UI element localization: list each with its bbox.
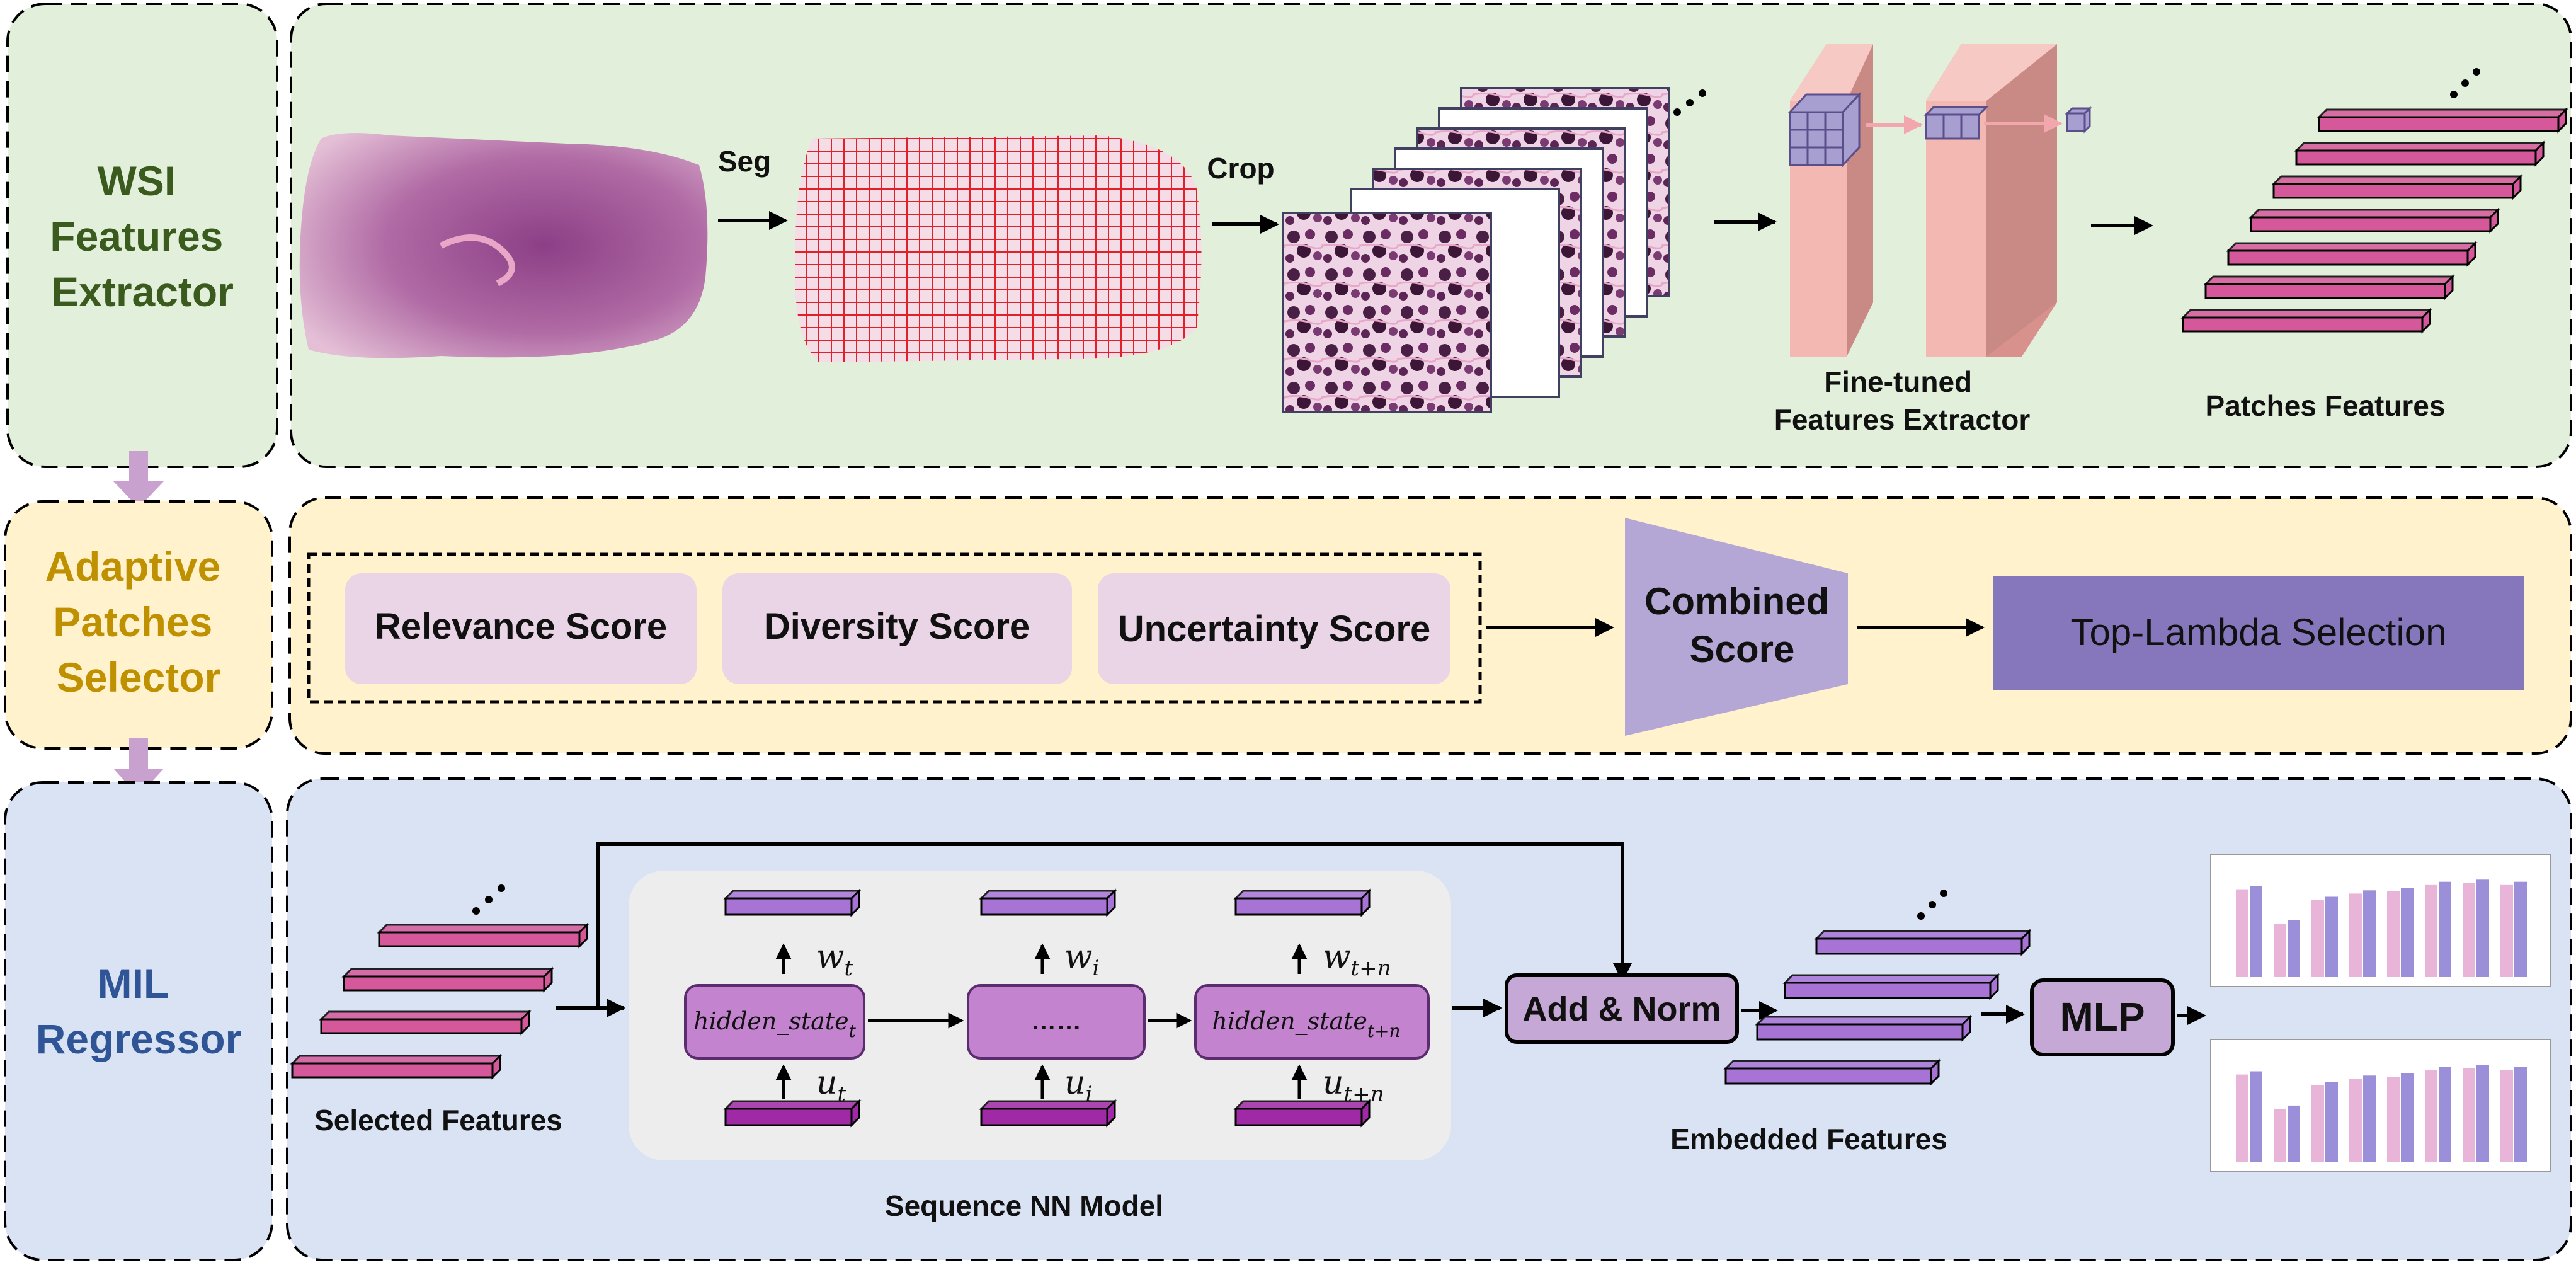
relevance-score-box xyxy=(345,573,697,684)
crop-label: Crop xyxy=(1207,152,1274,185)
patch-feature-bar xyxy=(2294,140,2546,167)
combined-score-shape xyxy=(1625,518,1848,736)
uncertainty-score-box xyxy=(1098,573,1450,684)
hidden-state-tn-box xyxy=(1194,984,1430,1060)
top-lambda-box xyxy=(1993,576,2524,690)
selected-feature-bar xyxy=(341,966,554,993)
w-u-arrows xyxy=(775,943,1308,1099)
hidden-state-t-box xyxy=(684,984,865,1060)
extractor-block-2 xyxy=(1926,44,2057,357)
u-t-label: ut xyxy=(816,1064,846,1107)
seg-label: Seg xyxy=(718,145,771,178)
patch-feature-bars xyxy=(2180,107,2568,334)
patch-feature-bar xyxy=(2271,174,2523,200)
scores-group-frame xyxy=(307,552,1482,704)
sequence-output-bars xyxy=(723,888,1372,917)
top-lambda-label: Top-Lambda Selection xyxy=(2070,611,2446,653)
patch-feature-bar xyxy=(2317,107,2568,134)
segmented-wsi xyxy=(794,135,1202,362)
wsi-slide-image xyxy=(299,133,708,358)
row-adaptive-selector: Adaptive Patches Selector Relevance Scor… xyxy=(4,496,2572,755)
sel-ellipsis-dots xyxy=(472,884,505,915)
residual-skip-arrow xyxy=(596,842,1632,1008)
sequence-input-bars xyxy=(723,1099,1372,1128)
patch-feature-bar xyxy=(2248,207,2500,234)
wsi-label: WSI Features Extractor xyxy=(50,157,234,315)
u-i-label: ui xyxy=(1064,1064,1092,1107)
add-norm-label: Add & Norm xyxy=(1523,990,1721,1028)
embedded-feature-bar xyxy=(1723,1058,1941,1086)
selected-feature-bar xyxy=(377,922,590,949)
selected-feature-bar xyxy=(319,1009,532,1036)
result-chart-2 xyxy=(2210,1039,2551,1172)
selected-feature-bar xyxy=(290,1053,503,1080)
combined-score-label: Combined Score xyxy=(1644,580,1840,670)
embedded-feature-bar xyxy=(1782,973,2000,1000)
mlp-box xyxy=(2030,978,2175,1056)
sequence-input-bar xyxy=(979,1099,1117,1128)
sequence-output-bar xyxy=(723,888,862,917)
hidden-state-mid-box xyxy=(967,984,1146,1060)
extractor-caption: Fine-tuned Features Extractor xyxy=(1774,365,2031,436)
sequence-input-bar xyxy=(1233,1099,1372,1128)
feature-cube-2 xyxy=(1923,106,1989,140)
relevance-score-label: Relevance Score xyxy=(375,606,667,647)
row-mil-regressor: MIL Regressor Selected Features hidden_s… xyxy=(4,777,2572,1261)
feature-cube-3 xyxy=(2065,106,2092,134)
w-tn-label: wt+n xyxy=(1323,938,1391,981)
diversity-score-box xyxy=(722,573,1072,684)
patch-stack xyxy=(1282,87,1670,413)
pf-ellipsis-dots xyxy=(2450,68,2480,98)
embedded-feature-bars xyxy=(1723,929,2032,1086)
patch-feature-bar xyxy=(2180,307,2432,334)
patch-feature-bar xyxy=(2226,241,2478,267)
uncertainty-score-label: Uncertainty Score xyxy=(1118,609,1430,650)
sequence-input-bar xyxy=(723,1099,862,1128)
hidden-state-t-label: hidden_statet xyxy=(693,1007,856,1041)
emb-ellipsis-dots xyxy=(1917,890,1947,920)
hidden-state-mid-label: …… xyxy=(1031,1007,1081,1035)
hidden-state-tn-label: hidden_statet+n xyxy=(1212,1007,1400,1041)
w-i-label: wi xyxy=(1064,938,1099,981)
selector-label-panel xyxy=(4,500,273,750)
embedded-feature-bar xyxy=(1755,1014,1973,1042)
row-wsi-extractor: WSI Features Extractor Seg Crop xyxy=(6,3,2572,468)
u-tn-label: ut+n xyxy=(1323,1064,1384,1107)
selected-feature-bars xyxy=(290,922,590,1080)
w-t-label: wt xyxy=(816,938,853,981)
diversity-score-label: Diversity Score xyxy=(764,606,1030,647)
tissue-vessel xyxy=(439,234,515,287)
selector-label: Adaptive Patches Selector xyxy=(45,543,232,701)
patch-ellipsis-dots xyxy=(1673,89,1706,116)
sequence-model-caption: Sequence NN Model xyxy=(885,1189,1163,1222)
sequence-output-bar xyxy=(1233,888,1372,917)
mil-label-panel xyxy=(4,781,273,1261)
add-norm-box xyxy=(1505,973,1739,1044)
sequence-output-bar xyxy=(979,888,1117,917)
patch-feature-bar xyxy=(2203,274,2455,301)
embedded-feature-bar xyxy=(1814,929,2032,956)
embedded-features-caption: Embedded Features xyxy=(1670,1123,1947,1155)
patches-features-caption: Patches Features xyxy=(2206,389,2446,422)
result-chart-thumbnails xyxy=(2210,854,2551,1172)
mlp-label: MLP xyxy=(2060,994,2145,1039)
feature-cube-1 xyxy=(1787,92,1862,168)
result-chart-1 xyxy=(2210,854,2551,987)
mil-label: MIL Regressor xyxy=(36,960,242,1062)
selected-features-caption: Selected Features xyxy=(314,1104,562,1136)
extractor-block-1 xyxy=(1790,44,1873,357)
row-connector-1 xyxy=(113,451,164,508)
